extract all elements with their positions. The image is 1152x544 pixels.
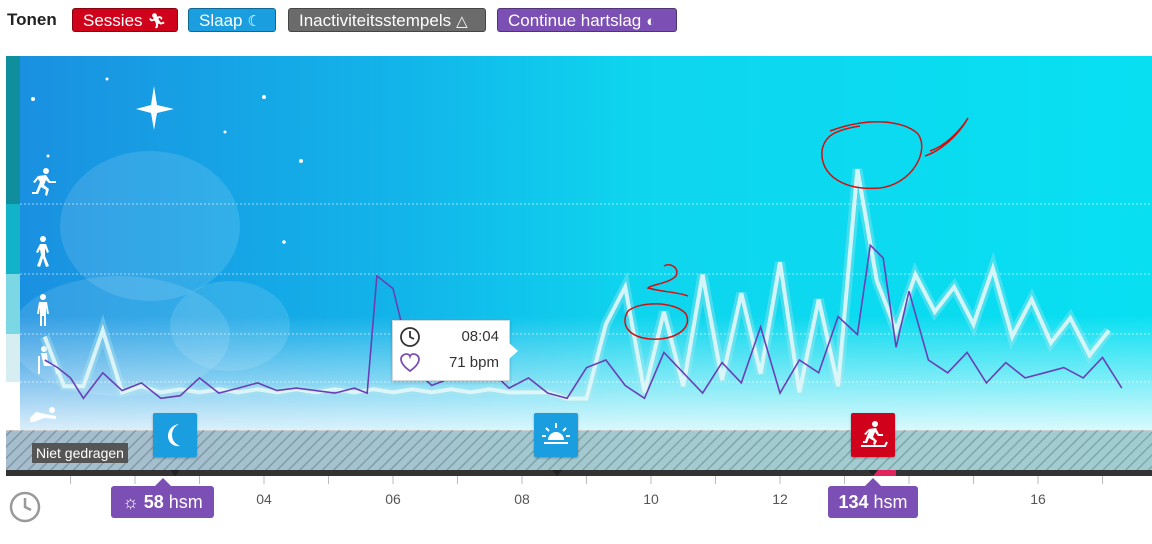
activity-level-icons: [30, 168, 58, 422]
max-heartrate-badge: 134 hsm: [828, 478, 918, 518]
star-icon: [136, 86, 174, 130]
inactivity-icon: △: [456, 13, 468, 30]
max-heartrate-value: 134: [838, 492, 869, 512]
activity-chart: 04 06 08 10 12 16: [6, 56, 1152, 507]
heartrate-icon: ◐: [646, 13, 656, 30]
axis-tick-label: 04: [256, 491, 272, 507]
marker-pointer: [552, 470, 562, 476]
time-axis: 04 06 08 10 12 16: [70, 470, 1103, 507]
toolbar-label: Tonen: [7, 10, 57, 29]
sleep-cloud: [10, 151, 290, 396]
wake-marker[interactable]: [534, 413, 578, 457]
series-line-activiteit: [42, 168, 1111, 401]
min-heartrate-value: 58: [143, 492, 164, 512]
inactivity-label: Inactiviteitsstempels: [299, 11, 452, 30]
min-heartrate-unit: hsm: [168, 492, 203, 512]
max-heartrate-unit: hsm: [873, 492, 908, 512]
annotations: [624, 117, 969, 340]
treadmill-icon: [861, 421, 888, 447]
marker-pointer: [170, 470, 180, 476]
axis-tick-label: 16: [1030, 491, 1046, 507]
tooltip-time-row: 08:04: [399, 324, 503, 350]
not-worn-label: Niet gedragen: [32, 443, 128, 463]
lying-icon: [30, 407, 56, 422]
display-toolbar: Tonen Sessies 🏃︎ Slaap ☾ Inactiviteitsstem…: [0, 0, 1152, 42]
tooltip-time: 08:04: [461, 328, 499, 345]
clock-icon: [9, 491, 41, 523]
axis-tick-label: 06: [385, 491, 401, 507]
marker-pointer: [868, 470, 878, 476]
axis-tick-label: 08: [514, 491, 530, 507]
sessions-label: Sessies: [83, 11, 143, 30]
sleep-toggle[interactable]: Slaap ☾: [188, 8, 276, 32]
not-worn-band: [6, 430, 1152, 476]
stars: [31, 77, 303, 244]
series-line-hartslag: [44, 243, 1123, 400]
sunrise-icon: [542, 423, 570, 444]
session-timeline-segment: [872, 470, 896, 476]
series-glow-activiteit: [40, 168, 1113, 404]
chart-floor-fade: [6, 316, 1152, 431]
heart-icon: [400, 353, 420, 373]
tooltip-bpm: 71 bpm: [448, 354, 499, 371]
running-icon: 🏃︎: [147, 13, 167, 30]
sleep-label: Slaap: [199, 11, 243, 30]
heartrate-label: Continue hartslag: [508, 11, 642, 30]
standing-icon: [37, 294, 49, 326]
walking-icon: [36, 236, 49, 267]
moon-icon: [168, 424, 180, 447]
tooltip-bpm-row: 71 bpm: [399, 350, 503, 376]
axis-tick-label: 10: [643, 491, 659, 507]
running-icon: [32, 168, 56, 196]
moon-icon: ☾: [247, 13, 261, 30]
clock-icon: [400, 327, 420, 347]
level-bands: [6, 56, 1152, 430]
axis-tick-label: 12: [772, 491, 788, 507]
activity-plot: [40, 168, 1113, 404]
session-marker[interactable]: [851, 413, 895, 457]
inactivity-toggle[interactable]: Inactiviteitsstempels △: [288, 8, 486, 32]
heartrate-toggle[interactable]: Continue hartslag ◐: [497, 8, 677, 32]
min-heartrate-badge: ☼ 58 hsm: [111, 478, 214, 518]
sitting-icon: [38, 346, 58, 374]
hover-tooltip: 08:04 71 bpm: [392, 320, 518, 381]
sun-icon: ☼: [122, 492, 139, 512]
sessions-toggle[interactable]: Sessies 🏃︎: [72, 8, 178, 32]
timeline-bar: [6, 470, 1152, 476]
heartrate-plot: [44, 243, 1123, 400]
sleep-marker[interactable]: [153, 413, 197, 457]
